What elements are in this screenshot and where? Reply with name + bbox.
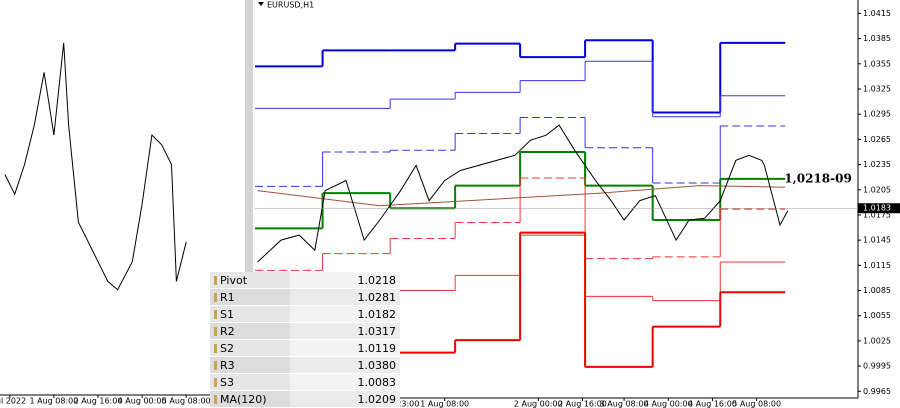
value-text: 1.0380 xyxy=(357,358,397,372)
y-tick-label: 0.9995 xyxy=(863,362,891,371)
row-icon xyxy=(214,310,217,319)
x-tick-label: 4 Aug 00:00 xyxy=(644,400,693,408)
pivot-value: 1.0209 xyxy=(290,390,400,408)
label-text: S1 xyxy=(220,307,234,321)
pivot-value: 1.0317 xyxy=(290,322,400,340)
current-price-tag xyxy=(858,203,900,214)
pivot-label: S2 xyxy=(210,339,290,357)
row-icon xyxy=(214,361,217,370)
pivot-value: 1.0281 xyxy=(290,288,400,306)
symbol-arrow xyxy=(258,2,264,6)
y-tick-label: 1.0115 xyxy=(863,261,891,270)
x-tick-label: 2 Aug 16:00 xyxy=(558,400,607,408)
pivot-label: R3 xyxy=(210,356,290,374)
y-tick-label: 1.0025 xyxy=(863,336,891,345)
pivot-table: Pivot 1.0218 R1 1.0281 S1 1.0182 R2 1.0317 S2 1.0… xyxy=(210,272,400,408)
pivot-row: R3 1.0380 xyxy=(210,356,400,374)
x-tick-label: 1 Aug 08:00 xyxy=(29,397,78,406)
pivot-row: R2 1.0317 xyxy=(210,322,400,340)
row-icon xyxy=(214,276,217,285)
label-text: MA(120) xyxy=(220,392,267,406)
x-tick-label: 2 Aug 00:00 xyxy=(514,400,563,408)
y-tick-label: 1.0355 xyxy=(863,59,891,68)
label-text: R3 xyxy=(220,358,235,372)
pivot-row: S3 1.0083 xyxy=(210,373,400,391)
value-text: 1.0119 xyxy=(357,341,397,355)
value-text: 1.0317 xyxy=(357,324,397,338)
row-icon xyxy=(214,293,217,302)
x-tick-label: 2 Aug 16:00 xyxy=(74,397,123,406)
row-icon xyxy=(214,344,217,353)
row-icon xyxy=(214,327,217,336)
value-text: 1.0182 xyxy=(357,307,397,321)
pivot-row: Pivot 1.0218 xyxy=(210,272,400,289)
value-text: 1.0281 xyxy=(357,290,397,304)
row-icon xyxy=(214,395,217,404)
y-tick-label: 1.0265 xyxy=(863,135,891,144)
pivot-value: 1.0218 xyxy=(290,272,400,289)
x-tick-label: 3 Aug 08:00 xyxy=(600,400,649,408)
pivot-value: 1.0119 xyxy=(290,339,400,357)
value-text: 1.0083 xyxy=(357,375,397,389)
pivot-value: 1.0083 xyxy=(290,373,400,391)
label-text: R2 xyxy=(220,324,235,338)
y-tick-label: 1.0415 xyxy=(863,9,891,18)
pivot-row: MA(120) 1.0209 xyxy=(210,390,400,408)
pivot-value: 1.0182 xyxy=(290,305,400,323)
value-text: 1.0209 xyxy=(357,392,397,406)
label-text: Pivot xyxy=(220,273,248,287)
panel-divider xyxy=(245,0,253,408)
current-price-label: 1.0183 xyxy=(863,204,891,213)
pivot-label: MA(120) xyxy=(210,390,290,408)
pivot-value: 1.0380 xyxy=(290,356,400,374)
x-tick-label: 4 Aug 00:00 xyxy=(118,397,167,406)
pivot-label: Pivot xyxy=(210,272,290,289)
pivot-row: R1 1.0281 xyxy=(210,288,400,306)
y-tick-label: 1.0205 xyxy=(863,185,891,194)
y-tick-label: 1.0235 xyxy=(863,160,891,169)
pivot-label: S3 xyxy=(210,373,290,391)
chart-title: EURUSD,H1 xyxy=(267,1,314,10)
pivot-label: S1 xyxy=(210,305,290,323)
price-line xyxy=(4,42,187,291)
x-tick-label: 4 Aug 16:00 xyxy=(688,400,737,408)
label-text: S2 xyxy=(220,341,234,355)
y-tick-label: 1.0145 xyxy=(863,236,891,245)
pivot-row: S1 1.0182 xyxy=(210,305,400,323)
row-icon xyxy=(214,378,217,387)
price-line xyxy=(257,124,789,263)
pivot-row: S2 1.0119 xyxy=(210,339,400,357)
y-tick-label: 1.0325 xyxy=(863,85,891,94)
x-tick-label: Jul 2022 xyxy=(0,397,26,406)
y-tick-label: 1.0385 xyxy=(863,34,891,43)
x-tick-label: 1 Aug 08:00 xyxy=(420,400,469,408)
y-tick-label: 1.0085 xyxy=(863,286,891,295)
label-text: S3 xyxy=(220,375,234,389)
x-tick-label: 5 Aug 08:00 xyxy=(732,400,781,408)
annotation: 1,0218-09 xyxy=(784,171,852,185)
pivot-label: R2 xyxy=(210,322,290,340)
x-tick-label: 5 Aug 08:00 xyxy=(162,397,211,406)
y-tick-label: 1.0295 xyxy=(863,110,891,119)
value-text: 1.0218 xyxy=(357,273,397,287)
moving-average xyxy=(257,185,786,207)
pivot-label: R1 xyxy=(210,288,290,306)
y-tick-label: 0.9965 xyxy=(863,387,891,396)
y-tick-label: 1.0175 xyxy=(863,210,891,219)
y-tick-label: 1.0055 xyxy=(863,311,891,320)
label-text: R1 xyxy=(220,290,235,304)
